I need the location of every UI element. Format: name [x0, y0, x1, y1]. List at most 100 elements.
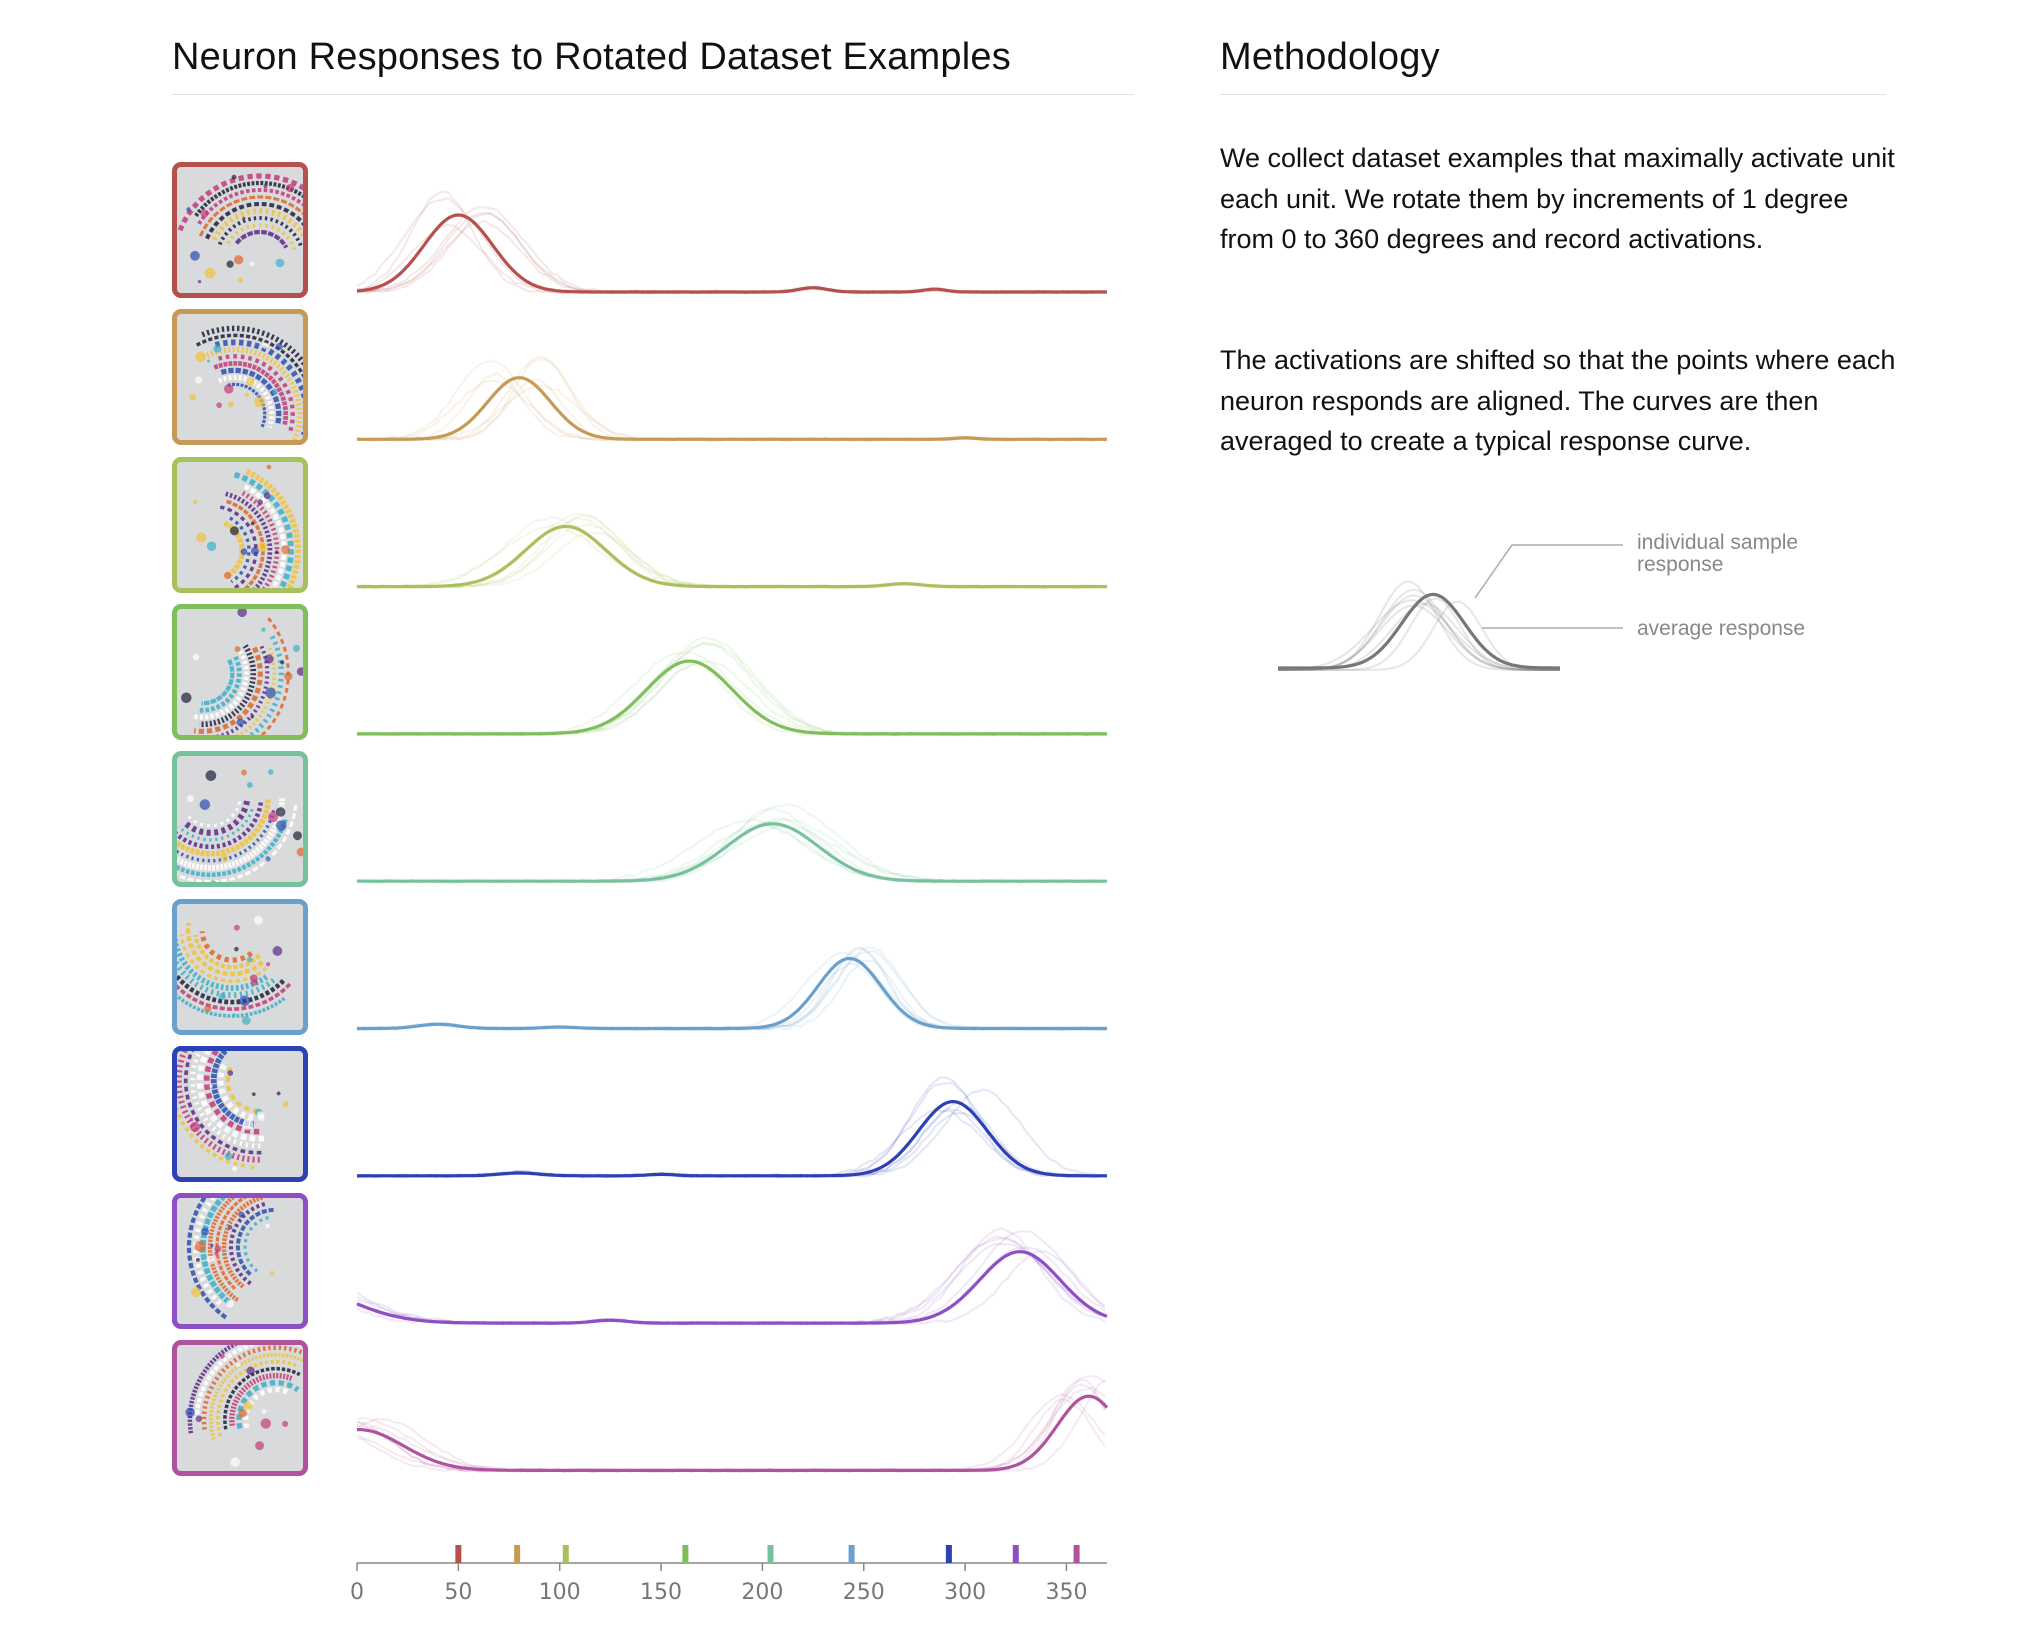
individual-sample-curve [356, 1379, 1106, 1473]
feature-visualization-image [189, 326, 303, 441]
individual-sample-curve [356, 946, 1106, 1032]
individual-sample-curve [356, 1378, 1106, 1473]
individual-sample-curve [356, 190, 1106, 295]
x-axis-tick-label: 0 [350, 1580, 364, 1605]
individual-sample-curve [356, 946, 1106, 1032]
individual-sample-curve [356, 950, 1106, 1031]
methodology-title-divider [1220, 94, 1886, 95]
average-response-curve [357, 659, 1107, 736]
average-response-curve [357, 376, 1107, 441]
neuron-thumbnail [172, 309, 308, 446]
individual-sample-curve [356, 514, 1106, 590]
x-axis-tick-label: 50 [444, 1580, 472, 1605]
feature-visualization-image [177, 769, 303, 883]
response-row [356, 1227, 1108, 1326]
individual-sample-curve [356, 1250, 1106, 1326]
neuron-thumbnail [172, 751, 308, 888]
rotation-response-chart: 0 50 100 150 200 250 300 350 [350, 190, 1109, 1605]
neuron-thumbnail [172, 898, 308, 1035]
neuron-thumbnail [172, 1193, 308, 1330]
feature-visualization-image [186, 1198, 275, 1320]
methodology-paragraph-2: The activations are shifted so that the … [1220, 345, 1896, 456]
individual-sample-curve [356, 384, 1106, 442]
individual-sample-curve [356, 962, 1106, 1031]
peak-marker [945, 1545, 952, 1563]
response-row [356, 946, 1107, 1032]
average-response-curve [357, 956, 1107, 1031]
feature-visualization-image [185, 1345, 303, 1468]
average-response-curve [357, 1394, 1109, 1472]
individual-sample-curve [356, 524, 1106, 590]
individual-sample-curve [356, 359, 1106, 442]
individual-sample-curve [356, 223, 1106, 295]
peak-marker [455, 1545, 462, 1563]
individual-sample-curve [356, 515, 1106, 590]
average-response-curve [356, 213, 1107, 294]
response-row [356, 513, 1107, 590]
x-axis-tick-label: 150 [640, 1580, 682, 1605]
response-row [356, 355, 1107, 442]
individual-sample-curve [356, 513, 1106, 590]
response-row [356, 1075, 1107, 1179]
individual-sample-curve [356, 808, 1106, 884]
legend-sample-curve [1278, 604, 1560, 671]
feature-visualization-image [177, 1050, 289, 1172]
x-axis-tick-label: 350 [1045, 1580, 1087, 1605]
individual-sample-curve [356, 1392, 1106, 1473]
individual-sample-curve [356, 951, 1106, 1031]
methodology-legend-diagram: individual sample response average respons… [1277, 531, 1805, 671]
individual-sample-curve [356, 1246, 1106, 1326]
peak-marker [514, 1545, 521, 1563]
individual-sample-curve [356, 959, 1106, 1032]
individual-sample-curve [356, 818, 1106, 884]
response-row [356, 1374, 1109, 1473]
individual-sample-curve [356, 663, 1106, 737]
legend-sample-curve [1278, 580, 1560, 671]
individual-sample-curve [356, 1374, 1106, 1473]
individual-sample-curve [356, 660, 1106, 737]
individual-sample-curve [356, 946, 1106, 1032]
feature-visualization-image [192, 464, 301, 588]
methodology-title: Methodology [1220, 36, 1440, 78]
response-row [356, 190, 1107, 295]
methodology-paragraph-1: We collect dataset examples that maximal… [1220, 143, 1895, 254]
neuron-thumbnail [172, 162, 308, 298]
x-axis-tick-label: 100 [539, 1580, 581, 1605]
neuron-thumbnail [172, 456, 308, 593]
response-row [356, 636, 1107, 737]
feature-visualization-image [181, 608, 303, 735]
neuron-thumbnail [172, 1045, 308, 1182]
legend-average-curve [1278, 592, 1560, 670]
individual-sample-curve [356, 1383, 1106, 1473]
neuron-thumbnail [172, 603, 308, 740]
average-response-curve [357, 822, 1107, 883]
individual-sample-curve [356, 516, 1105, 590]
individual-sample-curve [356, 531, 1106, 590]
x-axis-tick-label: 200 [741, 1580, 783, 1605]
x-axis: 0 50 100 150 200 250 300 350 [350, 1545, 1107, 1605]
individual-sample-curve [356, 822, 1106, 884]
individual-sample-curve [356, 1227, 1106, 1326]
peak-marker [848, 1545, 855, 1563]
peak-marker [682, 1545, 689, 1563]
peak-marker [1012, 1545, 1019, 1563]
chart-section-title: Neuron Responses to Rotated Dataset Exam… [172, 36, 1011, 78]
individual-sample-curve [356, 657, 1106, 737]
feature-visualization-image [177, 915, 292, 1025]
feature-visualization-image [177, 173, 303, 284]
x-axis-tick-label: 250 [843, 1580, 885, 1605]
average-response-curve [357, 1100, 1107, 1178]
x-axis-tick-label: 300 [944, 1580, 986, 1605]
legend-label-average: average response [1637, 617, 1805, 640]
neuron-thumbnail [172, 1340, 308, 1477]
individual-sample-curve [356, 219, 1106, 295]
legend-label-individual: individual sample response [1637, 531, 1798, 576]
peak-marker [562, 1545, 569, 1563]
chart-title-divider [172, 94, 1134, 95]
average-response-curve [356, 1250, 1108, 1325]
legend-leader-line-individual [1474, 544, 1623, 599]
response-row [356, 803, 1107, 884]
legend-sample-curve [1278, 597, 1560, 671]
individual-sample-curve [356, 1242, 1106, 1326]
peak-marker [767, 1545, 774, 1563]
